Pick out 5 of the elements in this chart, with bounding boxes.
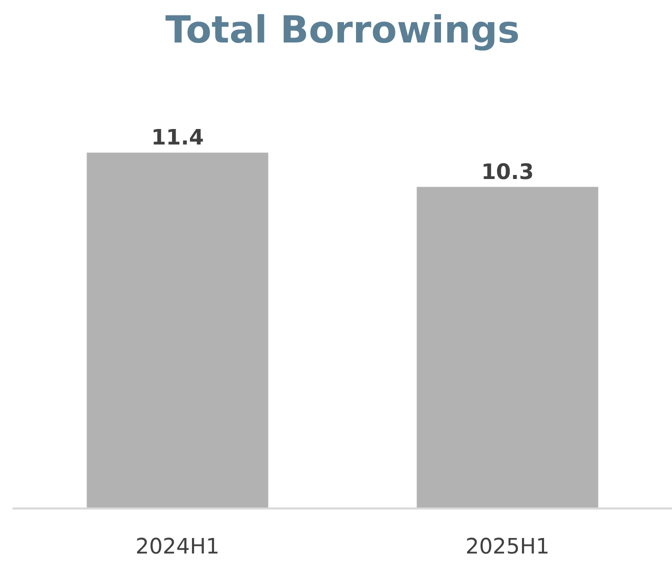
data-label: 10.3 [481,160,534,185]
x-tick-label: 2025H1 [466,534,550,560]
data-label: 11.4 [151,126,204,151]
chart-title: Total Borrowings [165,8,520,52]
x-tick-label: 2024H1 [136,534,220,560]
